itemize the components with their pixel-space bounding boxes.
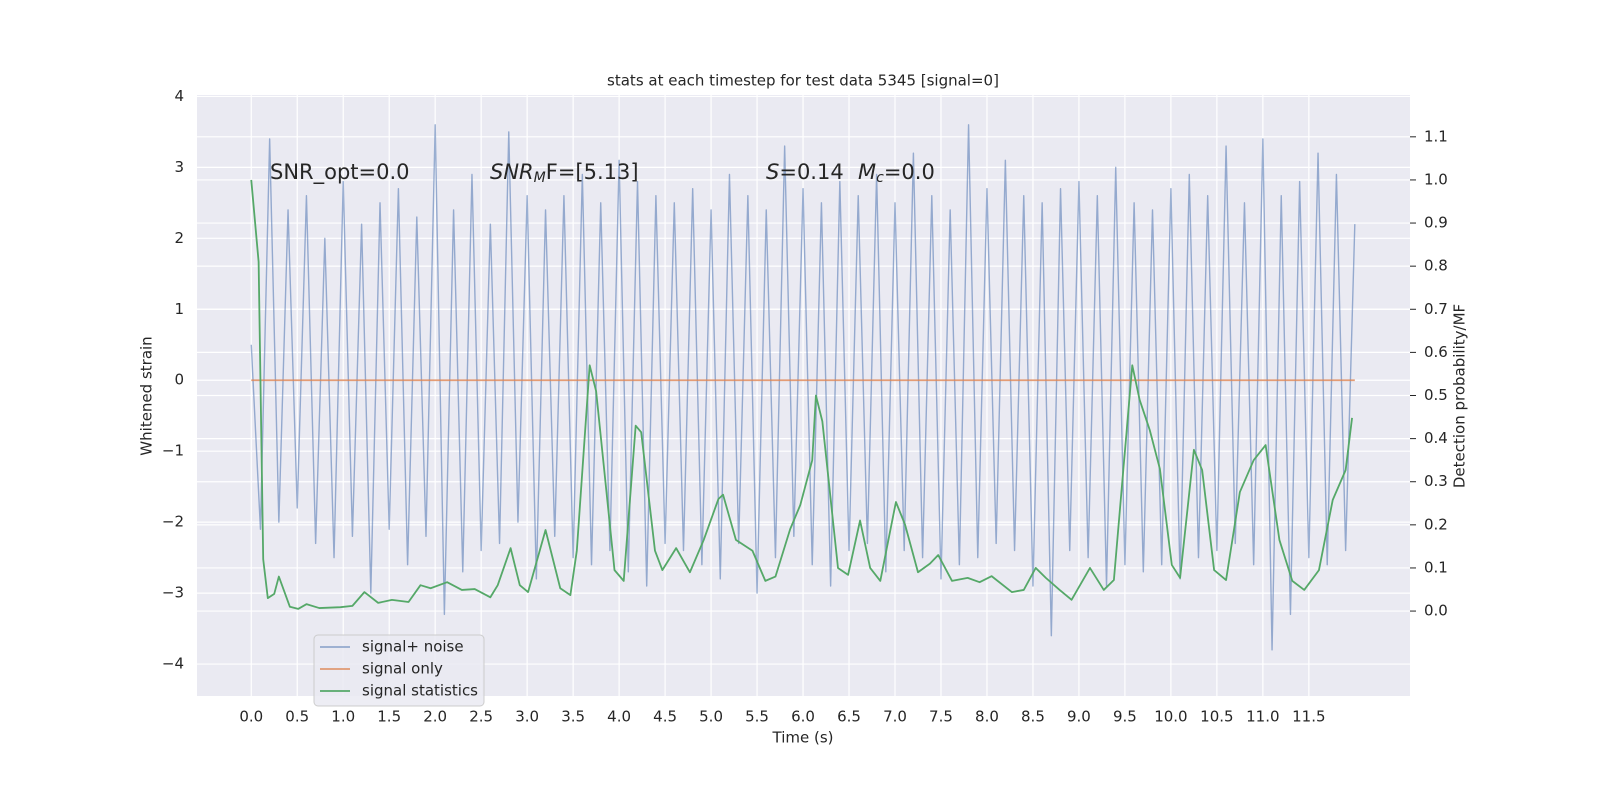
y-tick-label: 2 xyxy=(174,229,184,247)
y2-tick-label: 0.7 xyxy=(1424,300,1448,318)
annotation-main: SNR_opt=0.0 xyxy=(270,160,410,185)
y-tick-label: 0 xyxy=(174,371,184,389)
x-tick-label: 11.5 xyxy=(1292,708,1325,726)
x-tick-label: 8.5 xyxy=(1021,708,1045,726)
series-line xyxy=(250,124,1356,651)
x-tick-label: 6.5 xyxy=(837,708,861,726)
x-tick-label: 9.5 xyxy=(1113,708,1137,726)
annotation: SNR_opt=0.0 xyxy=(270,160,410,185)
y-tick-label: 4 xyxy=(174,87,184,105)
marks xyxy=(250,124,1356,651)
x-tick-label: 9.0 xyxy=(1067,708,1091,726)
series-line xyxy=(250,179,1353,610)
x-tick-label: 4.0 xyxy=(607,708,631,726)
y2-tick-label: 1.0 xyxy=(1424,170,1448,188)
y2-axis-label: Detection probability/MF xyxy=(1451,304,1469,488)
x-tick-label: 11.0 xyxy=(1246,708,1279,726)
y-axis-label: Whitened strain xyxy=(138,336,156,455)
y2-tick-label: 0.1 xyxy=(1424,558,1448,576)
y2-tick-label: 1.1 xyxy=(1424,127,1448,145)
y2-tick-label: 0.4 xyxy=(1424,429,1448,447)
x-tick-label: 2.5 xyxy=(469,708,493,726)
x-tick-label: 7.0 xyxy=(883,708,907,726)
y2-tick-label: 0.3 xyxy=(1424,472,1448,490)
legend-label: signal statistics xyxy=(362,682,478,700)
x-tick-label: 3.5 xyxy=(561,708,585,726)
y2-tick-label: 0.5 xyxy=(1424,386,1448,404)
annotation: S=0.14 xyxy=(766,160,844,184)
x-tick-label: 7.5 xyxy=(929,708,953,726)
labels: 0.0 0.5 1.0 1.5 2.0 2.5 3.0 3.5 4.0 4.5 5.0 5.5 6.0 6… xyxy=(162,87,1448,726)
x-tick-label: 5.0 xyxy=(699,708,723,726)
annotation: Mc=0.0 xyxy=(858,160,935,186)
x-tick-label: 1.0 xyxy=(331,708,355,726)
legend: signal+ noise signal only signal statistic… xyxy=(313,634,485,707)
y2-tick-label: 0.9 xyxy=(1424,214,1448,232)
y-tick-label: −2 xyxy=(162,513,184,531)
y-tick-label: −1 xyxy=(162,442,184,460)
x-tick-label: 10.5 xyxy=(1200,708,1233,726)
chart-title: stats at each timestep for test data 534… xyxy=(607,72,999,90)
annotation-sub: c xyxy=(876,170,884,186)
annotation-main: S xyxy=(766,160,779,184)
annotation-sub: M xyxy=(534,170,546,186)
x-tick-label: 0.0 xyxy=(239,708,263,726)
legend-label: signal only xyxy=(362,660,443,678)
annotation: SNRMF=[5.13] xyxy=(490,160,639,186)
x-axis-label: Time (s) xyxy=(772,729,834,747)
annotation-rest: =0.0 xyxy=(884,160,935,184)
legend-label: signal+ noise xyxy=(362,638,464,656)
y-tick-label: 1 xyxy=(174,300,184,318)
y2-tick-label: 0.8 xyxy=(1424,257,1448,275)
x-tick-label: 3.0 xyxy=(515,708,539,726)
x-tick-label: 4.5 xyxy=(653,708,677,726)
legend-box xyxy=(313,634,485,707)
x-tick-label: 6.0 xyxy=(791,708,815,726)
annotation-rest: =0.14 xyxy=(779,160,843,184)
y2-tick-label: 0.2 xyxy=(1424,515,1448,533)
annotation-rest: F=[5.13] xyxy=(546,160,639,184)
x-tick-label: 0.5 xyxy=(285,708,309,726)
x-tick-label: 2.0 xyxy=(423,708,447,726)
y-tick-label: −3 xyxy=(162,584,184,602)
x-tick-label: 1.5 xyxy=(377,708,401,726)
y-tick-label: 3 xyxy=(174,158,184,176)
annotation-main: SNR xyxy=(490,160,534,184)
x-tick-label: 8.0 xyxy=(975,708,999,726)
annotation-main: M xyxy=(858,160,876,184)
y2-tick-label: 0.0 xyxy=(1424,602,1448,620)
y2-tick-label: 0.6 xyxy=(1424,343,1448,361)
y-tick-label: −4 xyxy=(162,655,184,673)
x-tick-label: 10.0 xyxy=(1154,708,1187,726)
x-tick-label: 5.5 xyxy=(745,708,769,726)
